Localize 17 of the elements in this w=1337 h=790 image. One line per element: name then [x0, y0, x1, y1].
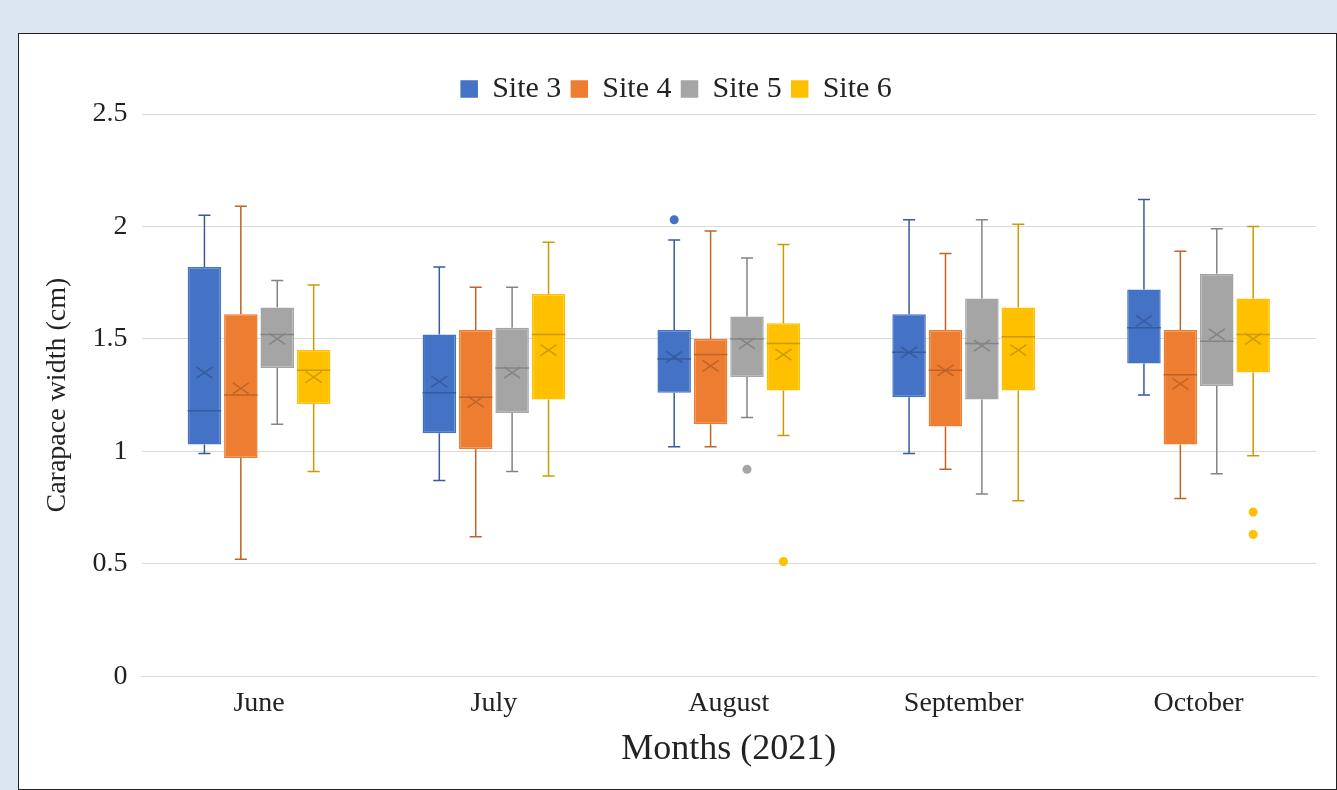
y-tick-label: 0 — [113, 658, 128, 690]
x-tick-label: July — [470, 686, 518, 718]
x-tick-label: June — [233, 686, 285, 718]
legend-label: Site 5 — [712, 69, 782, 103]
y-axis-title: Carapace width (cm) — [40, 277, 72, 513]
legend-label: Site 6 — [822, 69, 892, 103]
y-tick-label: 1.5 — [92, 321, 128, 353]
y-tick-label: 1 — [113, 433, 128, 465]
x-axis-title: Months (2021) — [621, 726, 837, 767]
y-tick-label: 0.5 — [92, 546, 128, 578]
y-tick-label: 2 — [113, 208, 128, 240]
y-tick-label: 2.5 — [92, 96, 128, 128]
x-tick-label: September — [903, 686, 1025, 718]
legend-label: Site 4 — [602, 69, 672, 103]
x-tick-label: October — [1153, 686, 1245, 718]
x-tick-label: August — [688, 686, 770, 718]
legend-label: Site 3 — [492, 69, 562, 103]
